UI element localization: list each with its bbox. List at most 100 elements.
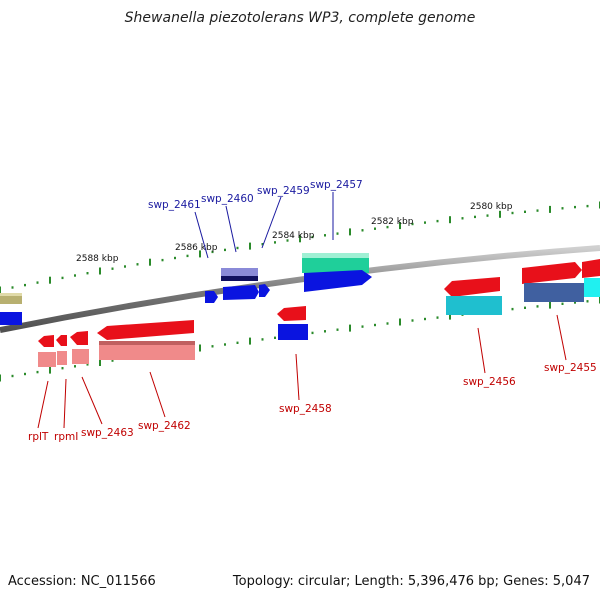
inner-tick-25 xyxy=(311,331,314,335)
kbp-label-2580: 2580 kbp xyxy=(470,202,513,212)
outer-tick-43 xyxy=(536,209,539,212)
outer-tick-37 xyxy=(461,217,464,220)
outer-tick-9 xyxy=(111,267,114,270)
label-swp-2458: swp_2458 xyxy=(279,403,332,415)
inner-tick-18 xyxy=(224,343,226,346)
gene-swp-2457-b[interactable] xyxy=(304,270,372,292)
outer-tick-27 xyxy=(336,232,339,235)
inner-tick-19 xyxy=(236,341,239,344)
outer-tick-28 xyxy=(349,228,351,236)
gene-swp-2456[interactable] xyxy=(444,277,500,297)
genome-backbone xyxy=(0,245,600,333)
gene-swp-2461[interactable] xyxy=(205,291,218,303)
upper-leaders xyxy=(194,192,334,259)
outer-tick-21 xyxy=(261,243,264,246)
inner-tick-8 xyxy=(99,359,101,366)
outer-tick-25 xyxy=(311,235,314,239)
inner-tick-43 xyxy=(536,305,539,308)
outer-tick-44 xyxy=(549,205,551,213)
inner-tick-2 xyxy=(24,372,26,376)
gene-swp-2460-b[interactable] xyxy=(223,285,259,300)
page-title: Shewanella piezotolerans WP3, complete g… xyxy=(124,10,476,26)
inner-tick-3 xyxy=(36,370,39,374)
inner-tick-33 xyxy=(411,319,414,322)
outer-tick-32 xyxy=(399,222,401,230)
inner-tick-5 xyxy=(61,367,64,370)
outer-tick-36 xyxy=(449,216,451,224)
label-swp-2456: swp_2456 xyxy=(463,376,516,388)
outer-tick-41 xyxy=(511,211,514,215)
gene-swp-2459[interactable] xyxy=(259,284,270,297)
inner-tick-47 xyxy=(586,300,589,303)
gene-swp-2455[interactable] xyxy=(524,283,584,302)
inner-tick-1 xyxy=(11,374,14,378)
inner-tick-45 xyxy=(561,302,564,305)
outer-tick-26 xyxy=(324,234,326,237)
outer-tick-15 xyxy=(186,254,189,258)
inner-tick-20 xyxy=(249,337,251,345)
inner-tick-21 xyxy=(261,338,264,341)
inner-tick-32 xyxy=(399,318,401,326)
outer-tick-34 xyxy=(424,221,426,224)
gene-blue-left[interactable] xyxy=(0,312,22,325)
inner-tick-46 xyxy=(574,301,576,304)
outer-tick-4 xyxy=(49,276,51,284)
inner-tick-26 xyxy=(324,330,326,333)
gene-rpmI[interactable] xyxy=(56,335,67,346)
outer-tick-8 xyxy=(99,267,101,275)
kbp-label-2582: 2582 kbp xyxy=(371,217,414,227)
gene-swp-2463[interactable] xyxy=(70,331,88,345)
outer-tick-18 xyxy=(224,248,226,252)
lower-genes xyxy=(38,277,600,367)
outer-tick-14 xyxy=(174,256,176,260)
inner-tick-0 xyxy=(0,374,1,382)
kbp-label-2586: 2586 kbp xyxy=(175,243,218,253)
inner-tick-41 xyxy=(511,307,514,311)
outer-tick-12 xyxy=(149,258,151,266)
gene-olive-left[interactable] xyxy=(0,293,22,304)
inner-tick-36 xyxy=(449,312,451,320)
label-rplT: rplT xyxy=(28,431,49,443)
label-swp-2460: swp_2460 xyxy=(201,193,254,205)
label-swp-2457: swp_2457 xyxy=(310,179,363,191)
inner-tick-16 xyxy=(199,344,201,352)
outer-tick-17 xyxy=(211,250,214,254)
upper-genes xyxy=(0,253,600,325)
outer-tick-40 xyxy=(499,210,501,218)
inner-tick-6 xyxy=(74,365,76,368)
inner-tick-17 xyxy=(211,345,214,348)
inner-tick-7 xyxy=(86,363,89,366)
outer-tick-3 xyxy=(36,281,39,284)
outer-tick-38 xyxy=(474,215,476,219)
outer-tick-47 xyxy=(586,204,589,208)
label-swp-2461: swp_2461 xyxy=(148,199,201,211)
outer-tick-6 xyxy=(74,274,76,277)
genome-summary-text: Topology: circular; Length: 5,396,476 bp… xyxy=(232,574,590,589)
outer-tick-11 xyxy=(136,263,139,266)
lower-leaders xyxy=(37,314,567,429)
outer-tick-7 xyxy=(86,272,89,275)
gene-rplT[interactable] xyxy=(38,335,54,347)
gene-swp-2462[interactable] xyxy=(97,320,194,340)
label-swp-2462: swp_2462 xyxy=(138,420,191,432)
gene-swp-2458[interactable] xyxy=(277,306,306,321)
outer-tick-29 xyxy=(361,229,364,232)
outer-tick-5 xyxy=(61,276,64,280)
outer-tick-1 xyxy=(11,286,14,289)
gene-red-right-2[interactable] xyxy=(582,259,600,278)
label-swp-2455: swp_2455 xyxy=(544,362,597,374)
label-swp-2459: swp_2459 xyxy=(257,185,310,197)
outer-tick-45 xyxy=(561,207,564,210)
outer-tick-16 xyxy=(199,250,201,258)
outer-tick-33 xyxy=(411,222,414,226)
outer-tick-31 xyxy=(386,225,389,229)
gene-swp-2460-a[interactable] xyxy=(221,268,258,278)
outer-tick-42 xyxy=(524,210,526,213)
accession-text: Accession: NC_011566 xyxy=(8,574,156,589)
gene-red-right-1[interactable] xyxy=(522,262,582,284)
inner-tick-42 xyxy=(524,306,526,309)
inner-tick-22 xyxy=(274,336,276,339)
inner-tick-4 xyxy=(49,366,51,374)
outer-tick-10 xyxy=(124,265,126,268)
